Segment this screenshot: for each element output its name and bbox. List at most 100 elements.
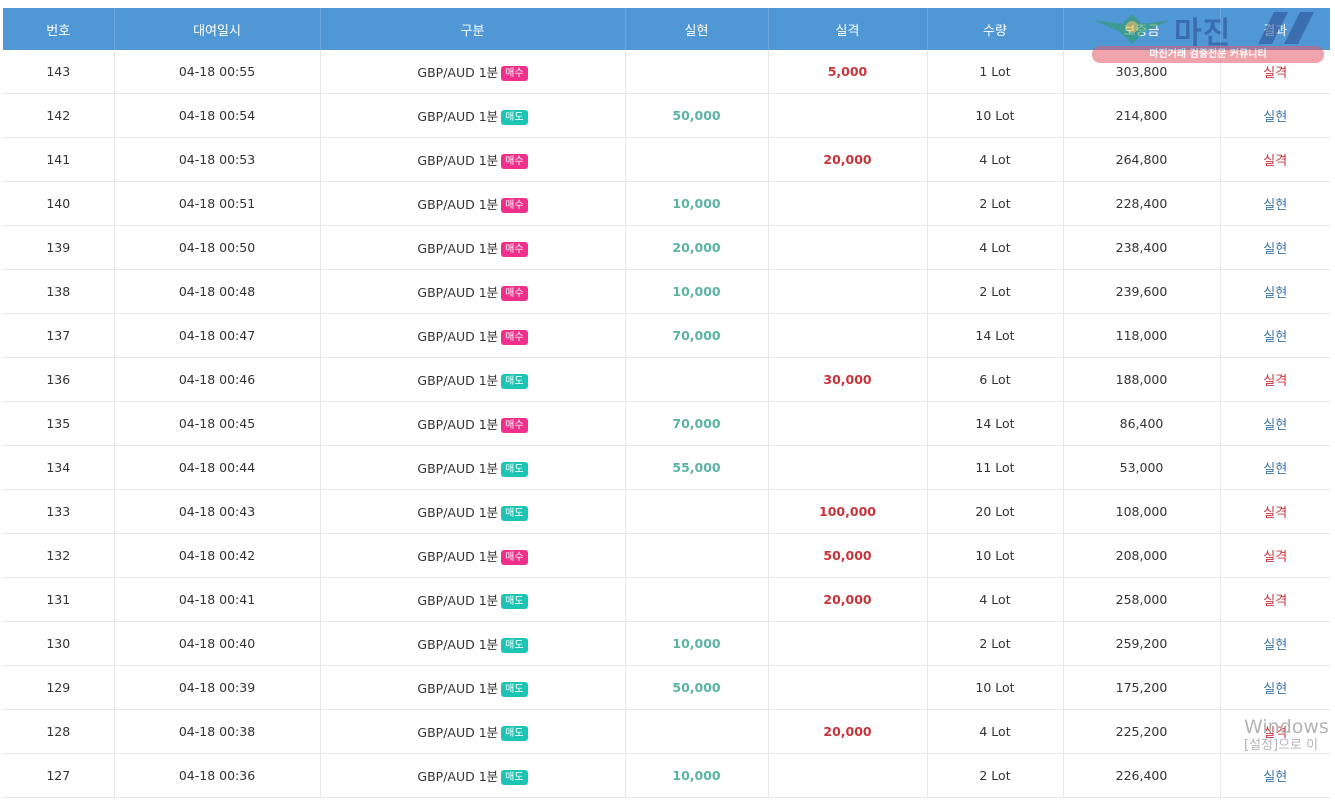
cell-datetime: 04-18 00:51 — [114, 181, 321, 226]
cell-type: GBP/AUD 1분 매수 — [320, 137, 626, 182]
product-label: GBP/AUD 1분 — [417, 109, 499, 124]
cell-realized: 70,000 — [625, 401, 769, 446]
sell-badge: 매도 — [501, 726, 528, 741]
cell-datetime: 04-18 00:45 — [114, 401, 321, 446]
watermark-tagline: 마진거래 검증전문 커뮤니티 — [1092, 46, 1324, 63]
cell-loss — [768, 753, 928, 798]
cell-type: GBP/AUD 1분 매수 — [320, 225, 626, 270]
product-label: GBP/AUD 1분 — [417, 637, 499, 652]
cell-type: GBP/AUD 1분 매도 — [320, 577, 626, 622]
cell-realized: 10,000 — [625, 181, 769, 226]
cell-number: 135 — [3, 401, 115, 446]
cell-deposit: 264,800 — [1063, 137, 1221, 182]
cell-type: GBP/AUD 1분 매수 — [320, 269, 626, 314]
cell-result: 실격 — [1220, 357, 1330, 402]
cell-deposit: 108,000 — [1063, 489, 1221, 534]
cell-quantity: 11 Lot — [927, 445, 1064, 490]
cell-number: 141 — [3, 137, 115, 182]
cell-result: 실격 — [1220, 137, 1330, 182]
cell-datetime: 04-18 00:39 — [114, 665, 321, 710]
sell-badge: 매도 — [501, 594, 528, 609]
cell-type: GBP/AUD 1분 매도 — [320, 621, 626, 666]
cell-datetime: 04-18 00:47 — [114, 313, 321, 358]
cell-quantity: 4 Lot — [927, 225, 1064, 270]
cell-number: 142 — [3, 93, 115, 138]
cell-type: GBP/AUD 1분 매수 — [320, 313, 626, 358]
product-label: GBP/AUD 1분 — [417, 329, 499, 344]
product-label: GBP/AUD 1분 — [417, 549, 499, 564]
cell-result: 실격 — [1220, 709, 1330, 754]
cell-loss — [768, 93, 928, 138]
product-label: GBP/AUD 1분 — [417, 461, 499, 476]
cell-quantity: 2 Lot — [927, 621, 1064, 666]
cell-number: 134 — [3, 445, 115, 490]
cell-realized — [625, 357, 769, 402]
cell-deposit: 175,200 — [1063, 665, 1221, 710]
table-row: 130 04-18 00:40 GBP/AUD 1분 매도 10,000 2 Lot 259… — [3, 621, 1330, 666]
table-row: 131 04-18 00:41 GBP/AUD 1분 매도 20,000 4 Lot 258… — [3, 577, 1330, 622]
sell-badge: 매도 — [501, 506, 528, 521]
cell-realized: 50,000 — [625, 93, 769, 138]
table-row: 137 04-18 00:47 GBP/AUD 1분 매수 70,000 14 Lot 11… — [3, 313, 1330, 358]
cell-realized — [625, 709, 769, 754]
cell-realized — [625, 489, 769, 534]
cell-result: 실현 — [1220, 313, 1330, 358]
sell-badge: 매도 — [501, 770, 528, 785]
product-label: GBP/AUD 1분 — [417, 65, 499, 80]
table-row: 141 04-18 00:53 GBP/AUD 1분 매수 20,000 4 Lot 264… — [3, 137, 1330, 182]
cell-loss: 100,000 — [768, 489, 928, 534]
cell-number: 128 — [3, 709, 115, 754]
header-number: 번호 — [3, 8, 115, 50]
cell-realized: 10,000 — [625, 753, 769, 798]
cell-number: 130 — [3, 621, 115, 666]
cell-deposit: 258,000 — [1063, 577, 1221, 622]
header-realized: 실현 — [625, 8, 769, 50]
product-label: GBP/AUD 1분 — [417, 505, 499, 520]
cell-realized — [625, 533, 769, 578]
cell-quantity: 4 Lot — [927, 137, 1064, 182]
cell-number: 129 — [3, 665, 115, 710]
cell-deposit: 228,400 — [1063, 181, 1221, 226]
product-label: GBP/AUD 1분 — [417, 769, 499, 784]
cell-realized — [625, 577, 769, 622]
wing-emblem-icon — [1094, 14, 1170, 44]
cell-result: 실격 — [1220, 533, 1330, 578]
cell-result: 실현 — [1220, 269, 1330, 314]
cell-deposit: 238,400 — [1063, 225, 1221, 270]
cell-realized: 50,000 — [625, 665, 769, 710]
cell-number: 131 — [3, 577, 115, 622]
sell-badge: 매도 — [501, 110, 528, 125]
cell-quantity: 2 Lot — [927, 753, 1064, 798]
cell-loss — [768, 225, 928, 270]
cell-type: GBP/AUD 1분 매도 — [320, 709, 626, 754]
watermark-logo-text: 마진 — [1174, 16, 1232, 51]
cell-realized: 20,000 — [625, 225, 769, 270]
cell-type: GBP/AUD 1분 매수 — [320, 533, 626, 578]
cell-number: 138 — [3, 269, 115, 314]
cell-deposit: 239,600 — [1063, 269, 1221, 314]
buy-badge: 매수 — [501, 330, 528, 345]
windows-activation-overlay: Windows [설정]으로 이 — [1244, 716, 1335, 754]
cell-result: 실현 — [1220, 621, 1330, 666]
cell-datetime: 04-18 00:54 — [114, 93, 321, 138]
sell-badge: 매도 — [501, 638, 528, 653]
cell-loss: 50,000 — [768, 533, 928, 578]
cell-type: GBP/AUD 1분 매도 — [320, 357, 626, 402]
buy-badge: 매수 — [501, 198, 528, 213]
cell-quantity: 20 Lot — [927, 489, 1064, 534]
table-row: 142 04-18 00:54 GBP/AUD 1분 매도 50,000 10 Lot 21… — [3, 93, 1330, 138]
table-row: 139 04-18 00:50 GBP/AUD 1분 매수 20,000 4 Lot 238… — [3, 225, 1330, 270]
cell-result: 실격 — [1220, 489, 1330, 534]
cell-number: 143 — [3, 50, 115, 94]
cell-loss — [768, 269, 928, 314]
cell-datetime: 04-18 00:44 — [114, 445, 321, 490]
cell-loss: 20,000 — [768, 709, 928, 754]
cell-datetime: 04-18 00:50 — [114, 225, 321, 270]
cell-datetime: 04-18 00:53 — [114, 137, 321, 182]
product-label: GBP/AUD 1분 — [417, 197, 499, 212]
cell-result: 실현 — [1220, 225, 1330, 270]
logo-mark-icon — [1258, 12, 1314, 44]
table-header-row: 번호 대여일시 구분 실현 실격 수량 보증금 결과 — [3, 8, 1330, 50]
cell-deposit: 118,000 — [1063, 313, 1221, 358]
product-label: GBP/AUD 1분 — [417, 681, 499, 696]
